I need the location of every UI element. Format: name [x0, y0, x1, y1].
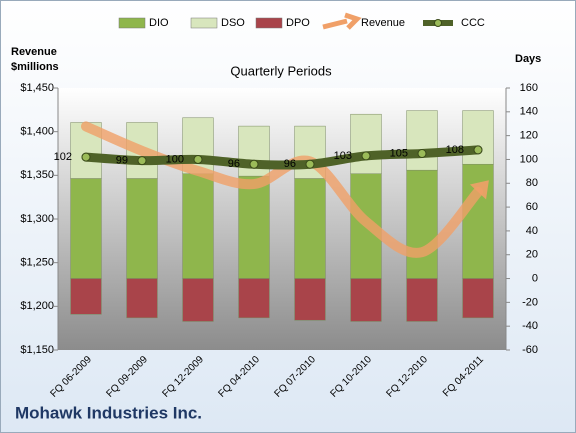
y-axis-label: Revenue $millions: [11, 46, 59, 73]
x-tick-label: FQ 07-2010: [272, 354, 318, 400]
bar: [462, 110, 494, 165]
y-tick-label: $1,400: [20, 126, 54, 138]
y2-tick-label: 160: [520, 82, 538, 94]
y-tick-label: $1,350: [20, 169, 54, 181]
x-tick-label: FQ 12-2009: [160, 354, 206, 400]
legend-swatch: [190, 17, 218, 29]
legend-swatch: [255, 17, 283, 29]
x-tick-label: FQ 10-2010: [328, 354, 374, 400]
ccc-line: [81, 145, 483, 170]
bar: [238, 278, 270, 319]
legend-swatch: [322, 12, 362, 30]
x-tick-label: FQ 09-2009: [104, 354, 150, 400]
legend-item: DIO: [118, 17, 169, 29]
legend-marker: [434, 19, 442, 27]
y2-tick-label: -40: [522, 320, 538, 332]
ccc-point: [193, 154, 203, 164]
ccc-point: [417, 149, 427, 158]
bar: [294, 178, 326, 279]
x-tick-label: FQ 04-2011: [441, 354, 486, 399]
y-tick-label: $1,150: [20, 344, 54, 356]
bar: [294, 278, 326, 321]
legend-item: DPO: [255, 17, 310, 29]
legend-label: DPO: [286, 17, 310, 29]
y2-tick-label: -20: [522, 296, 538, 308]
data-label: 103: [334, 150, 352, 162]
y-tick-label: $1,300: [20, 213, 54, 225]
bar: [406, 278, 438, 322]
bar: [70, 178, 102, 279]
data-label: 102: [54, 151, 72, 163]
ccc-point: [361, 151, 371, 161]
legend-item: CCC: [423, 17, 485, 29]
y2-tick-label: 40: [526, 225, 538, 237]
y2-tick-label: 80: [526, 177, 538, 189]
ccc-point: [137, 156, 147, 166]
data-label: 105: [390, 147, 408, 159]
data-label: 96: [284, 158, 296, 170]
y-tick-label: $1,250: [20, 257, 54, 269]
legend-item: Revenue: [322, 12, 405, 30]
bar: [126, 178, 158, 279]
data-label: 100: [166, 153, 184, 165]
footer: Mohawk Industries Inc.: [15, 403, 202, 422]
bar: [238, 175, 270, 279]
bar: [182, 278, 214, 322]
y2-tick-label: 0: [532, 272, 538, 284]
y2-tick-label: 100: [520, 153, 538, 165]
y-tick-label: $1,450: [20, 82, 54, 94]
legend-item: DSO: [190, 17, 245, 29]
ccc-point: [81, 152, 91, 162]
x-tick-label: FQ 04-2010: [216, 354, 262, 400]
plot-area: [58, 88, 506, 350]
y2-tick-label: 60: [526, 201, 538, 213]
y-tick-label: $1,200: [20, 300, 54, 312]
bar: [182, 173, 214, 279]
y2-tick-label: 20: [526, 249, 538, 261]
y2-tick-label: -60: [522, 344, 538, 356]
y2-tick-label: 140: [520, 106, 538, 118]
legend-label: DIO: [149, 17, 169, 29]
x-tick-label: FQ 06-2009: [48, 354, 94, 400]
x-tick-label: FQ 12-2010: [384, 354, 430, 400]
ccc-point: [473, 145, 483, 155]
bar: [462, 278, 494, 319]
data-label: 96: [228, 158, 240, 170]
chart-title: Quarterly Periods: [230, 63, 332, 78]
data-label: 108: [446, 144, 464, 156]
y2-tick-label: 120: [520, 130, 538, 142]
bar: [462, 163, 494, 279]
revenue-arrowhead: [469, 180, 489, 200]
ccc-point: [249, 159, 259, 169]
bar: [70, 278, 102, 315]
bar: [126, 278, 158, 319]
legend-label: CCC: [461, 17, 485, 29]
bar: [350, 278, 382, 322]
data-label: 99: [116, 155, 128, 167]
bar: [406, 110, 438, 171]
legend-swatch: [118, 17, 146, 29]
bar: [350, 113, 382, 174]
legend-label: DSO: [221, 17, 245, 29]
ccc-point: [305, 159, 315, 169]
y2-axis-label: Days: [515, 53, 541, 65]
bar: [406, 169, 438, 279]
legend-label: Revenue: [361, 17, 405, 29]
